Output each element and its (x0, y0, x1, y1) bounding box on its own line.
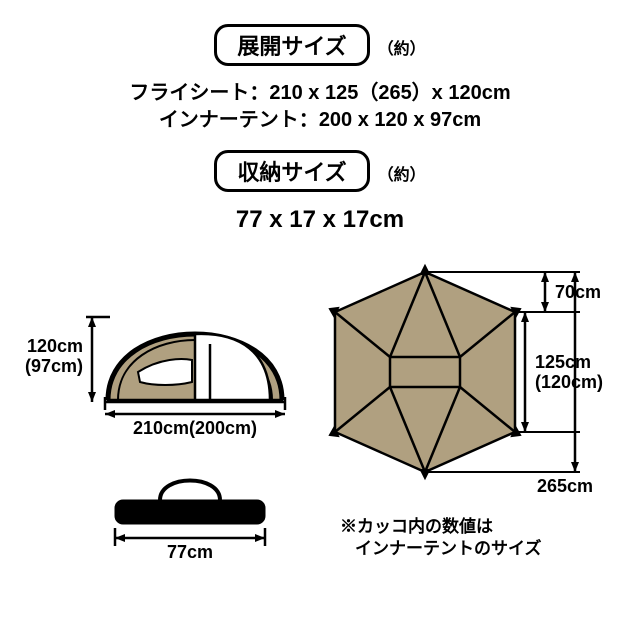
spec-block: フライシート：210 x 125（265）x 120cm インナーテント：200… (20, 80, 620, 134)
hex-top-view: 70cm 125cm (120cm) 265cm (330, 266, 603, 496)
spec-inner-label: インナーテント： (159, 109, 319, 131)
spec-inner-value: 200 x 120 x 97cm (319, 109, 481, 131)
approx-2: （約） (378, 161, 426, 185)
pill-deployed: 展開サイズ (214, 24, 369, 66)
pill-stored: 収納サイズ (214, 150, 369, 192)
dim-bag-width: 77cm (167, 542, 213, 562)
note-line-1: ※カッコ内の数値は (340, 516, 493, 536)
carry-bag: 77cm (115, 481, 265, 563)
dim-top-70: 70cm (555, 282, 601, 302)
tent-diagram: 210cm(200cm) 120cm (97cm) 77cm (20, 252, 620, 602)
dome-side-view: 210cm(200cm) 120cm (97cm) (25, 317, 285, 438)
stored-value: 77 x 17 x 17cm (20, 206, 620, 234)
spec-fly-row: フライシート：210 x 125（265）x 120cm (20, 80, 620, 107)
dim-top-125: 125cm (535, 352, 591, 372)
approx-1: （約） (378, 35, 426, 59)
dim-height-sub: (97cm) (25, 356, 83, 376)
header-deployed: 展開サイズ （約） (20, 24, 620, 66)
dim-top-120: (120cm) (535, 372, 603, 392)
dim-height-main: 120cm (27, 336, 83, 356)
header-stored: 収納サイズ （約） (20, 150, 620, 192)
spec-fly-label: フライシート： (129, 82, 269, 104)
spec-fly-value: 210 x 125（265）x 120cm (269, 82, 510, 104)
dim-width-main: 210cm(200cm) (133, 418, 257, 438)
note-line-2: インナーテントのサイズ (355, 538, 542, 558)
spec-inner-row: インナーテント：200 x 120 x 97cm (20, 107, 620, 134)
dim-top-265: 265cm (537, 476, 593, 496)
